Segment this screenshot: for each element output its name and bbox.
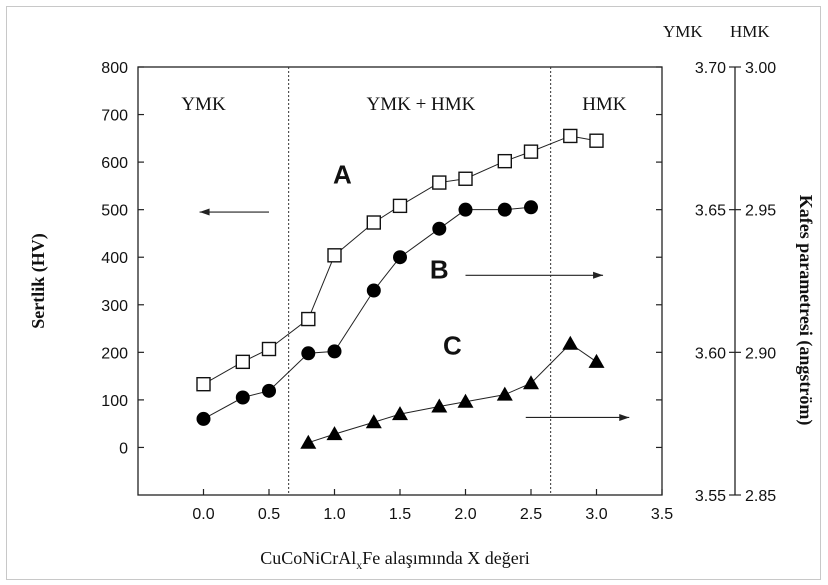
y-tick-label: 200 (101, 345, 128, 362)
figure-frame (6, 6, 821, 580)
series-line-C (308, 343, 597, 444)
series-annotation: B (430, 255, 449, 285)
data-point-triangle (365, 414, 382, 429)
data-point-circle (458, 202, 473, 217)
x-axis-label-main: CuCoNiCrAl (260, 548, 356, 568)
data-point-square (366, 215, 381, 230)
x-tick-label: 0.5 (258, 506, 280, 523)
data-point-circle (327, 344, 342, 359)
plot-area (137, 66, 663, 496)
x-axis-label-rest: Fe alaşımında X değeri (362, 548, 529, 568)
data-point-square (392, 198, 408, 214)
data-point-triangle (300, 434, 317, 449)
data-point-circle (366, 283, 381, 298)
x-tick-label: 1.5 (389, 506, 411, 523)
y-tick-label: 400 (101, 250, 128, 267)
x-tick-label: 1.0 (323, 506, 345, 523)
ymk-tick-label: 3.55 (695, 488, 726, 505)
series-annotation: A (333, 160, 352, 190)
data-point-circle (235, 390, 250, 405)
data-point-triangle (562, 335, 579, 350)
y-tick-label: 700 (101, 108, 128, 125)
ymk-tick-label: 3.60 (695, 345, 726, 362)
y2-axis-label: Kafes parametresi (angström) (795, 195, 816, 426)
data-point-square (432, 175, 447, 190)
data-point-circle (196, 411, 211, 426)
y-tick-label: 300 (101, 298, 128, 315)
x-axis-label: CuCoNiCrAlxFe alaşımında X değeri (260, 548, 529, 572)
hmk-axis-header: HMK (730, 22, 770, 41)
arrow-head (593, 271, 604, 279)
data-point-square (301, 311, 316, 327)
ymk-tick-label: 3.65 (695, 203, 726, 220)
x-tick-label: 2.5 (520, 506, 542, 523)
hmk-tick-label: 2.95 (745, 203, 776, 220)
data-point-circle (301, 346, 316, 361)
x-tick-label: 0.0 (192, 506, 214, 523)
y-tick-label: 600 (101, 155, 128, 172)
ymk-tick-label: 3.70 (695, 60, 726, 77)
data-point-circle (393, 250, 407, 265)
data-point-circle (262, 383, 276, 398)
arrow-head (199, 208, 210, 216)
region-label: YMK (181, 94, 226, 115)
hmk-tick-label: 2.85 (745, 488, 776, 505)
x-tick-label: 3.0 (585, 506, 607, 523)
data-point-circle (524, 200, 538, 215)
x-tick-label: 3.5 (651, 506, 673, 523)
data-point-square (458, 171, 473, 186)
data-point-triangle (392, 406, 408, 421)
data-point-triangle (523, 375, 539, 390)
y-tick-label: 0 (119, 440, 128, 457)
ymk-axis-header: YMK (663, 22, 703, 41)
data-point-square (497, 153, 512, 169)
region-label: YMK + HMK (367, 94, 476, 115)
series-line-B (203, 206, 532, 420)
y-tick-label: 800 (101, 60, 128, 77)
data-point-circle (497, 202, 512, 217)
y-tick-label: 500 (101, 203, 128, 220)
data-point-triangle (457, 393, 474, 408)
x-axis-label-sub: x (356, 558, 362, 572)
data-point-triangle (588, 353, 605, 368)
data-point-square (563, 128, 578, 144)
arrow-head (619, 413, 630, 421)
data-point-circle (432, 221, 447, 236)
hmk-tick-label: 2.90 (745, 345, 776, 362)
data-point-square (261, 341, 277, 357)
y-tick-label: 100 (101, 393, 128, 410)
data-point-square (196, 376, 211, 392)
y-axis-label: Sertlik (HV) (28, 233, 49, 328)
data-point-square (235, 354, 251, 370)
data-point-square (327, 248, 342, 263)
data-point-triangle (326, 426, 343, 441)
region-label: HMK (582, 94, 627, 115)
series-annotation: C (443, 331, 462, 361)
x-tick-label: 2.0 (454, 506, 476, 523)
data-point-square (523, 144, 539, 159)
data-point-triangle (431, 398, 448, 413)
data-point-triangle (496, 386, 513, 401)
data-point-square (589, 133, 604, 148)
hmk-tick-label: 3.00 (745, 60, 776, 77)
